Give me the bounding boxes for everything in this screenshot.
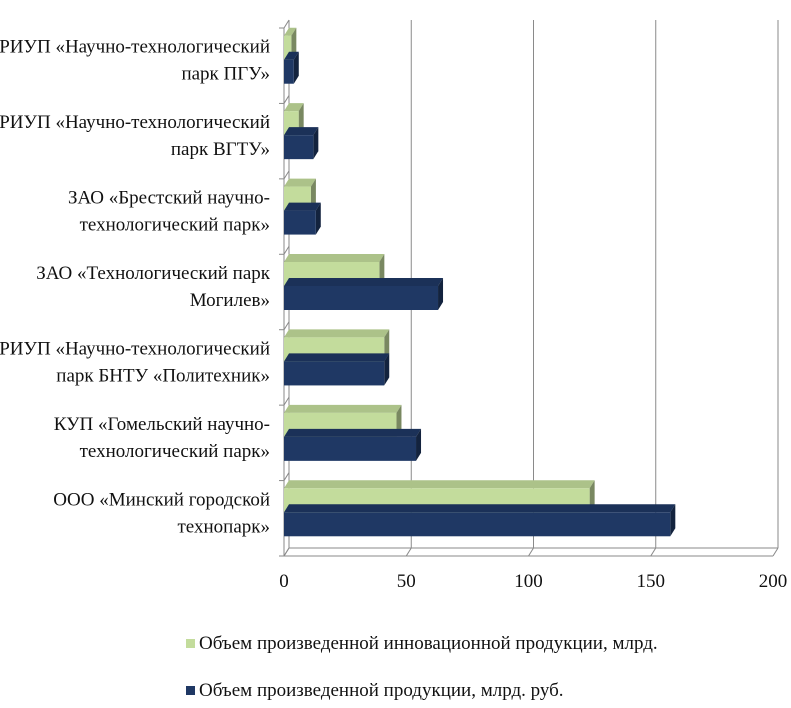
bar-total-1 xyxy=(284,428,422,461)
category-label-2: РИУП «Научно-технологический парк БНТУ «П… xyxy=(0,338,270,386)
cat-tick-depth-7 xyxy=(283,547,290,557)
cat-tick-depth-3 xyxy=(283,246,290,255)
x-tick-label-200: 200 xyxy=(759,571,788,592)
bar-front-face xyxy=(284,35,292,60)
x-tick-label-0: 0 xyxy=(279,571,289,592)
bar-side-face xyxy=(298,103,304,136)
bar-side-face xyxy=(315,202,321,235)
bar-side-face xyxy=(384,353,390,386)
floor-tick-50 xyxy=(405,547,412,557)
bar-side-face xyxy=(438,278,444,310)
bar-front-face xyxy=(284,286,439,310)
bar-total-5 xyxy=(284,127,319,160)
bar-front-face xyxy=(284,512,671,537)
category-label-5: РИУП «Научно-технологический парк ВГТУ» xyxy=(0,112,270,160)
category-label-4: ЗАО «Брестский научно-технологический па… xyxy=(68,188,270,236)
category-label-line: технологический парк» xyxy=(80,215,270,236)
cat-tick-depth-2 xyxy=(283,170,290,180)
category-label-line: технологический парк» xyxy=(80,441,270,462)
bar-top-face xyxy=(284,278,444,286)
bar-top-face xyxy=(284,480,595,489)
category-label-line: Могилев» xyxy=(190,290,270,311)
bar-top-face xyxy=(284,202,321,211)
category-label-line: ЗАО «Технологический парк xyxy=(36,263,271,284)
category-label-6: РИУП «Научно-технологический парк ПГУ» xyxy=(0,37,270,85)
x-tick-label-50: 50 xyxy=(397,571,416,592)
legend-swatch-total xyxy=(186,686,195,695)
category-label-0: ООО «Минский городской технопарк» xyxy=(53,489,270,537)
cat-tick-depth-1 xyxy=(283,95,290,104)
x-tick-labels: 0 50 100 150 200 xyxy=(279,571,787,592)
floor-tick-200 xyxy=(772,547,779,557)
bar-front-face xyxy=(284,135,314,160)
bar-total-3 xyxy=(284,278,444,310)
bar-total-4 xyxy=(284,202,321,235)
bar-side-face xyxy=(416,428,422,461)
category-labels: ООО «Минский городской технопарк» КУП «Гом… xyxy=(0,37,271,538)
category-label-line: парк ВГТУ» xyxy=(171,139,270,160)
category-label-line: РИУП «Научно-технологический xyxy=(0,37,270,58)
bar-front-face xyxy=(284,361,385,386)
cat-tick-depth-6 xyxy=(283,472,290,481)
category-label-line: парк БНТУ «Политехник» xyxy=(56,365,270,386)
bar-top-face xyxy=(284,127,319,136)
bar-front-face xyxy=(284,59,294,84)
bar-side-face xyxy=(313,127,319,160)
bar-top-face xyxy=(284,103,304,112)
bar-top-face xyxy=(284,329,390,338)
bars xyxy=(284,27,676,537)
bar-chart: ООО «Минский городской технопарк» КУП «Гом… xyxy=(0,19,787,592)
category-label-3: ЗАО «Технологический парк Могилев» xyxy=(36,263,271,311)
bar-top-face xyxy=(284,353,390,362)
legend-label-total: Объем произведенной продукции, млрд. руб… xyxy=(199,680,564,701)
category-label-line: технопарк» xyxy=(178,516,271,537)
bar-side-face xyxy=(670,504,676,537)
bar-front-face xyxy=(284,210,316,235)
bar-total-2 xyxy=(284,353,390,386)
cat-tick-depth-4 xyxy=(283,321,290,330)
legend-label-innovation: Объем произведенной инновационной продук… xyxy=(199,633,658,654)
bar-top-face xyxy=(284,254,385,262)
legend-item-innovation: Объем произведенной инновационной продук… xyxy=(186,633,658,655)
category-label-line: парк ПГУ» xyxy=(181,64,270,85)
bar-total-6 xyxy=(284,51,299,84)
category-label-line: РИУП «Научно-технологический xyxy=(0,112,270,133)
bar-top-face xyxy=(284,428,422,437)
cat-tick-depth-0 xyxy=(283,19,290,29)
legend-swatch-innovation xyxy=(186,639,195,648)
floor-tick-100 xyxy=(528,547,534,557)
bar-front-face xyxy=(284,436,417,461)
x-tick-label-100: 100 xyxy=(514,571,543,592)
floor-tick-150 xyxy=(650,547,657,557)
bar-total-0 xyxy=(284,504,676,537)
bar-top-face xyxy=(284,404,402,413)
bar-top-face xyxy=(284,178,316,187)
category-label-line: КУП «Гомельский научно- xyxy=(54,414,270,435)
legend-item-total: Объем произведенной продукции, млрд. руб… xyxy=(186,680,564,702)
bar-top-face xyxy=(284,27,297,36)
bar-top-face xyxy=(284,51,299,60)
cat-tick-depth-5 xyxy=(283,396,290,406)
x-tick-label-150: 150 xyxy=(637,571,666,592)
category-label-line: ООО «Минский городской xyxy=(53,489,270,510)
category-label-line: РИУП «Научно-технологический xyxy=(0,338,270,359)
category-label-line: ЗАО «Брестский научно- xyxy=(68,188,270,209)
category-label-1: КУП «Гомельский научно-технологический п… xyxy=(54,414,270,462)
bar-top-face xyxy=(284,504,676,513)
bar-side-face xyxy=(293,51,299,84)
